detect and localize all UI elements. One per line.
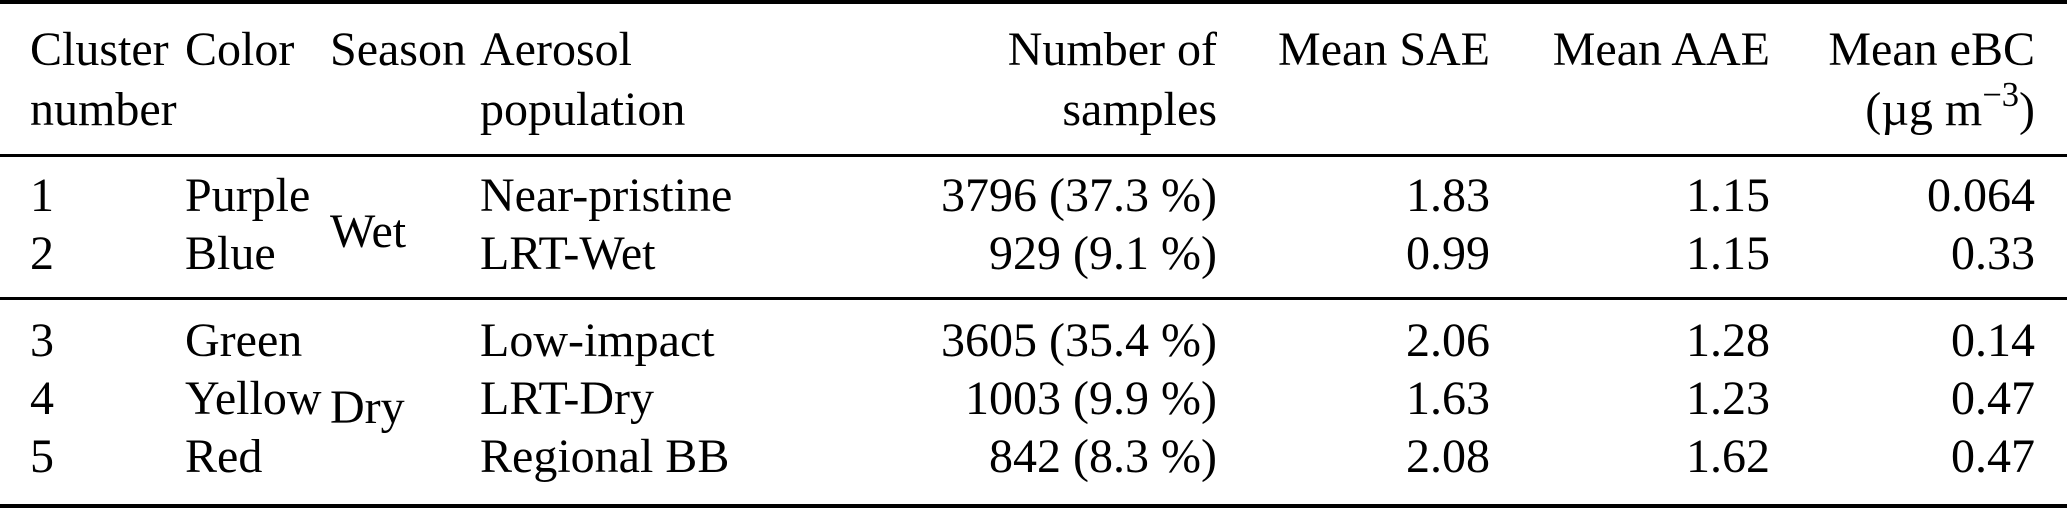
cell-samples: 929 (9.1 %) [989, 227, 1217, 280]
cell-mean-aae: 1.62 [1686, 430, 1770, 483]
header-mean-aae: Mean AAE [1490, 2, 1770, 157]
header-cluster-number: Cluster number [0, 2, 185, 157]
cell-cluster: 2 [30, 227, 54, 280]
cell-season-dry: Dry [330, 381, 405, 434]
table-row: 2 Blue LRT-Wet 929 (9.1 %) 0.99 1.15 0.3… [0, 225, 2067, 299]
header-ebc-unit: (µg m−3) [1865, 76, 2035, 136]
cell-samples: 1003 (9.9 %) [965, 372, 1217, 425]
cell-cluster: 5 [30, 430, 54, 483]
cell-mean-aae: 1.28 [1686, 314, 1770, 367]
header-cluster-line1: Cluster [30, 23, 169, 76]
cell-population: Regional BB [480, 430, 730, 483]
ebc-unit-exponent: −3 [1982, 76, 2020, 114]
cell-mean-aae: 1.23 [1686, 372, 1770, 425]
header-samples-line1: Number of [1007, 23, 1217, 76]
header-population-line1: Aerosol [480, 23, 632, 76]
header-aerosol-population: Aerosol population [480, 2, 800, 157]
header-cluster-line2: number [30, 83, 177, 136]
cell-population: Low-impact [480, 314, 715, 367]
cell-mean-ebc: 0.14 [1951, 314, 2035, 367]
header-mean-sae: Mean SAE [1217, 2, 1490, 157]
table-row: 4 Yellow LRT-Dry 1003 (9.9 %) 1.63 1.23 … [0, 370, 2067, 428]
cell-color: Yellow [185, 372, 322, 425]
cell-mean-aae: 1.15 [1686, 227, 1770, 280]
season-group-wet: 1 Purple Wet Near-pristine 3796 (37.3 %)… [0, 156, 2067, 299]
header-season: Season [330, 2, 480, 157]
cell-mean-sae: 2.08 [1406, 430, 1490, 483]
cell-color: Blue [185, 227, 276, 280]
cell-mean-sae: 0.99 [1406, 227, 1490, 280]
header-color: Color [185, 2, 330, 157]
cell-population: Near-pristine [480, 169, 733, 222]
cell-samples: 3796 (37.3 %) [941, 169, 1217, 222]
cell-mean-ebc: 0.47 [1951, 430, 2035, 483]
header-population-line2: population [480, 83, 686, 136]
cell-color: Green [185, 314, 303, 367]
cell-color: Red [185, 430, 263, 483]
cell-cluster: 3 [30, 314, 54, 367]
cell-population: LRT-Dry [480, 372, 654, 425]
cell-samples: 842 (8.3 %) [989, 430, 1217, 483]
cell-color: Purple [185, 169, 311, 222]
cell-mean-sae: 2.06 [1406, 314, 1490, 367]
table-row: 1 Purple Wet Near-pristine 3796 (37.3 %)… [0, 156, 2067, 258]
cell-mean-ebc: 0.47 [1951, 372, 2035, 425]
cell-mean-ebc: 0.064 [1927, 169, 2035, 222]
header-samples-line2: samples [1062, 83, 1217, 136]
cell-season-wet: Wet [330, 205, 407, 258]
table-row: 3 Green Dry Low-impact 3605 (35.4 %) 2.0… [0, 299, 2067, 434]
header-row: Cluster number Color Season Aerosol popu… [0, 2, 2067, 157]
table-header: Cluster number Color Season Aerosol popu… [0, 2, 2067, 157]
cell-population: LRT-Wet [480, 227, 656, 280]
header-ebc-line1: Mean eBC [1828, 23, 2035, 76]
cell-mean-aae: 1.15 [1686, 169, 1770, 222]
header-number-of-samples: Number of samples [800, 2, 1217, 157]
cell-cluster: 4 [30, 372, 54, 425]
cell-cluster: 1 [30, 169, 54, 222]
cell-mean-sae: 1.83 [1406, 169, 1490, 222]
table-row: 5 Red Regional BB 842 (8.3 %) 2.08 1.62 … [0, 428, 2067, 506]
cell-mean-ebc: 0.33 [1951, 227, 2035, 280]
cell-samples: 3605 (35.4 %) [941, 314, 1217, 367]
cell-mean-sae: 1.63 [1406, 372, 1490, 425]
header-mean-ebc: Mean eBC (µg m−3) [1770, 2, 2067, 157]
season-group-dry: 3 Green Dry Low-impact 3605 (35.4 %) 2.0… [0, 299, 2067, 507]
